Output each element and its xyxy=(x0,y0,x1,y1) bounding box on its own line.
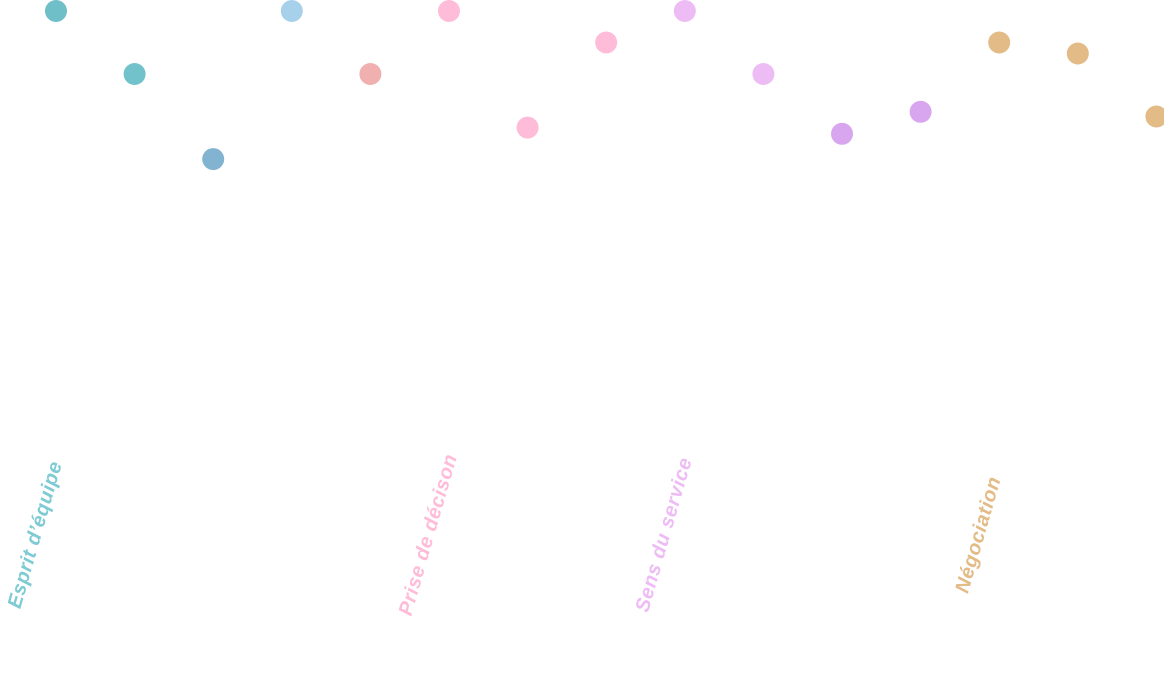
group-label: Négociation xyxy=(951,474,1005,595)
data-point[interactable] xyxy=(673,0,696,22)
data-point[interactable] xyxy=(988,31,1011,54)
data-point[interactable] xyxy=(1066,42,1089,65)
data-point[interactable] xyxy=(909,100,932,123)
labels-layer: Esprit d’équipe Prise de décison Sens du s… xyxy=(4,452,1006,619)
points-layer xyxy=(45,0,1164,171)
data-point[interactable] xyxy=(516,116,539,139)
data-point[interactable] xyxy=(45,0,67,22)
group-label: Prise de décison xyxy=(395,452,462,619)
data-point[interactable] xyxy=(123,63,146,85)
data-point[interactable] xyxy=(280,0,303,22)
data-point[interactable] xyxy=(438,0,460,22)
data-point[interactable] xyxy=(831,122,853,145)
data-point[interactable] xyxy=(1145,105,1164,128)
group-label: Esprit d’équipe xyxy=(4,459,67,611)
data-point[interactable] xyxy=(359,63,382,85)
data-point[interactable] xyxy=(752,63,775,85)
group-label: Sens du service xyxy=(632,455,697,615)
data-point[interactable] xyxy=(595,31,618,54)
data-point[interactable] xyxy=(202,148,225,171)
